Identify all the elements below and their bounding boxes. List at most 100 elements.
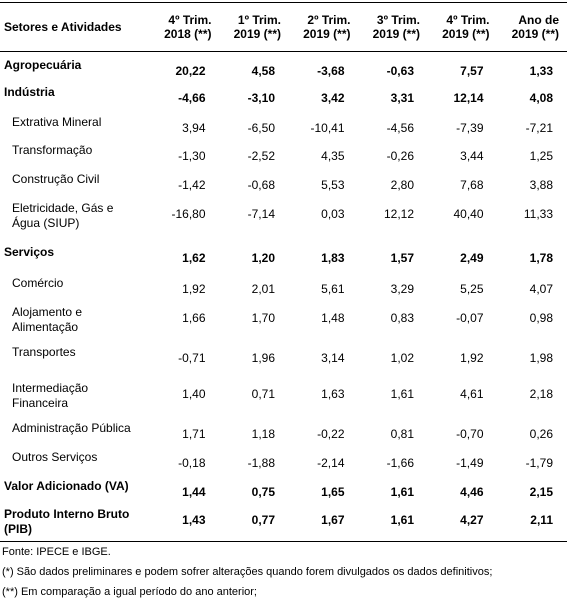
cell-value: -0,22 [289,415,359,444]
header-text: 2019 (**) [303,27,350,41]
cell-value: -0,70 [428,415,498,444]
cell-value: -2,14 [289,444,359,473]
cell-value: 0,03 [289,195,359,239]
cell-value: 5,53 [289,166,359,195]
header-text: 2018 (**) [164,27,211,41]
cell-value: 0,77 [220,501,290,541]
cell-value: -3,68 [289,52,359,80]
row-label: Administração Pública [0,415,150,444]
cell-value: 12,12 [359,195,429,239]
cell-value: 4,08 [498,79,567,109]
cell-value: -1,66 [359,444,429,473]
header-cell: Setores e Atividades [0,3,150,52]
row-label: Produto Interno Bruto (PIB) [0,501,150,541]
footer: Fonte: IPECE e IBGE.(*) São dados prelim… [0,542,567,602]
cell-value: 3,14 [289,339,359,375]
cell-value: 1,48 [289,299,359,339]
cell-value: -1,42 [150,166,220,195]
cell-value: 0,71 [220,375,290,415]
cell-value: -2,52 [220,137,290,166]
cell-value: -0,68 [220,166,290,195]
cell-value: -0,26 [359,137,429,166]
header-text: 4º Trim. [168,13,211,27]
cell-value: 3,29 [359,270,429,299]
cell-value: 12,14 [428,79,498,109]
cell-value: -0,18 [150,444,220,473]
cell-value: 1,18 [220,415,290,444]
cell-value: -1,88 [220,444,290,473]
header-text: 2019 (**) [234,27,281,41]
row-label: Construção Civil [0,166,150,195]
cell-value: 5,25 [428,270,498,299]
header-text: 2º Trim. [307,13,350,27]
cell-value: 3,31 [359,79,429,109]
cell-value: 1,02 [359,339,429,375]
cell-value: 1,20 [220,239,290,270]
cell-value: 1,62 [150,239,220,270]
cell-value: -0,71 [150,339,220,375]
row-label: Eletricidade, Gás e Água (SIUP) [0,195,150,239]
cell-value: 1,61 [359,501,429,541]
footnote: (*) São dados preliminares e podem sofre… [0,562,567,582]
cell-value: 1,70 [220,299,290,339]
cell-value: 1,71 [150,415,220,444]
cell-value: -16,80 [150,195,220,239]
cell-value: 1,44 [150,473,220,501]
cell-value: 20,22 [150,52,220,80]
cell-value: 1,43 [150,501,220,541]
cell-value: -1,79 [498,444,567,473]
cell-value: 0,75 [220,473,290,501]
row-label: Transportes [0,339,150,375]
cell-value: -10,41 [289,109,359,137]
cell-value: -7,39 [428,109,498,137]
row-label: Outros Serviços [0,444,150,473]
cell-value: 0,81 [359,415,429,444]
row-label: Alojamento e Alimentação [0,299,150,339]
cell-value: 1,65 [289,473,359,501]
cell-value: 0,83 [359,299,429,339]
cell-value: 1,66 [150,299,220,339]
cell-value: -0,07 [428,299,498,339]
cell-value: 40,40 [428,195,498,239]
cell-value: 7,57 [428,52,498,80]
cell-value: 4,58 [220,52,290,80]
header-text: Setores e Atividades [4,20,122,34]
cell-value: 1,61 [359,473,429,501]
cell-value: 5,61 [289,270,359,299]
row-label: Extrativa Mineral [0,109,150,137]
row-label: Comércio [0,270,150,299]
cell-value: 3,88 [498,166,567,195]
cell-value: 7,68 [428,166,498,195]
cell-value: 0,26 [498,415,567,444]
cell-value: 1,92 [428,339,498,375]
footnote: (**) Em comparação a igual período do an… [0,582,567,602]
cell-value: 2,01 [220,270,290,299]
cell-value: 1,61 [359,375,429,415]
header-cell: 2º Trim.2019 (**) [289,3,359,52]
cell-value: 4,35 [289,137,359,166]
row-label: Valor Adicionado (VA) [0,473,150,501]
cell-value: 3,42 [289,79,359,109]
header-text: 2019 (**) [373,27,420,41]
table-row: Outros Serviços-0,18-1,88-2,14-1,66-1,49… [0,444,567,473]
cell-value: 1,67 [289,501,359,541]
table-row: Eletricidade, Gás e Água (SIUP)-16,80-7,… [0,195,567,239]
footnote: Fonte: IPECE e IBGE. [0,542,567,562]
cell-value: 1,78 [498,239,567,270]
